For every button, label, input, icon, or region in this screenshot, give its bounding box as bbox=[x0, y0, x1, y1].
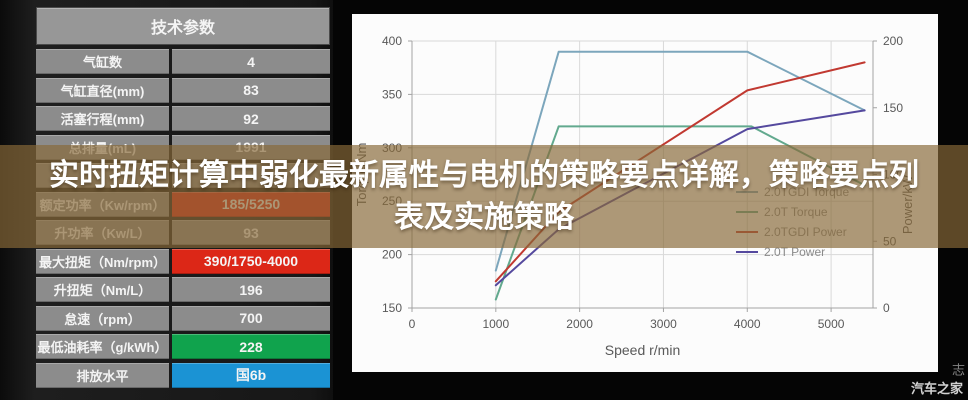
table-row: 升扭矩（Nm/L） 196 bbox=[36, 277, 330, 302]
right-tick-label: 200 bbox=[883, 34, 903, 48]
table-row: 怠速（rpm） 700 bbox=[36, 305, 330, 331]
legend-label: 2.0T Power bbox=[764, 245, 826, 259]
bottom-tick-label: 0 bbox=[409, 317, 416, 331]
table-row: 最大扭矩（Nm/rpm） 390/1750-4000 bbox=[36, 248, 330, 274]
left-tick-label: 350 bbox=[382, 87, 402, 101]
right-tick-label: 150 bbox=[883, 101, 903, 115]
table-row: 气缸直径(mm) 83 bbox=[36, 77, 330, 103]
legend-swatch bbox=[736, 251, 758, 253]
row-label: 升扭矩（Nm/L） bbox=[36, 277, 169, 302]
table-row: 气缸数 4 bbox=[36, 49, 330, 74]
spec-table-title: 技术参数 bbox=[36, 7, 330, 45]
right-tick-label: 0 bbox=[883, 301, 890, 315]
watermark-vertical: 志 bbox=[950, 363, 965, 376]
row-label: 气缸直径(mm) bbox=[36, 77, 169, 103]
x-axis-title: Speed r/min bbox=[605, 342, 680, 358]
bottom-tick-label: 3000 bbox=[650, 317, 677, 331]
row-label: 排放水平 bbox=[36, 362, 169, 388]
row-value: 92 bbox=[172, 106, 330, 131]
left-tick-label: 200 bbox=[382, 248, 402, 262]
row-value: 国6b bbox=[172, 362, 330, 388]
row-value: 83 bbox=[172, 77, 330, 103]
left-tick-label: 400 bbox=[382, 34, 402, 48]
row-value: 390/1750-4000 bbox=[172, 248, 330, 274]
left-tick-label: 150 bbox=[382, 301, 402, 315]
headline-overlay-banner: 实时扭矩计算中弱化最新属性与电机的策略要点详解，策略要点列 表及实施策略 bbox=[0, 145, 968, 248]
row-label: 最低油耗率（g/kWh） bbox=[36, 334, 169, 359]
table-row: 最低油耗率（g/kWh） 228 bbox=[36, 334, 330, 359]
bottom-tick-label: 4000 bbox=[734, 317, 761, 331]
spec-table: 技术参数 气缸数4气缸直径(mm)83活塞行程(mm)92总排量(mL)1991… bbox=[36, 7, 330, 391]
row-label: 活塞行程(mm) bbox=[36, 106, 169, 131]
headline-line-1: 实时扭矩计算中弱化最新属性与电机的策略要点详解，策略要点列 bbox=[49, 158, 919, 192]
row-value: 228 bbox=[172, 334, 330, 359]
row-value: 700 bbox=[172, 305, 330, 331]
spec-table-rows: 气缸数4气缸直径(mm)83活塞行程(mm)92总排量(mL)1991额定功率（… bbox=[36, 49, 330, 388]
legend-entry: 2.0T Power bbox=[736, 242, 849, 262]
row-value: 4 bbox=[172, 49, 330, 74]
row-label: 最大扭矩（Nm/rpm） bbox=[36, 248, 169, 274]
table-row: 活塞行程(mm) 92 bbox=[36, 106, 330, 131]
row-label: 气缸数 bbox=[36, 49, 169, 74]
watermark-autohome: 汽车之家 bbox=[910, 381, 963, 396]
bottom-tick-label: 2000 bbox=[566, 317, 593, 331]
row-value: 196 bbox=[172, 277, 330, 302]
bottom-tick-label: 1000 bbox=[482, 317, 509, 331]
headline-line-2: 表及实施策略 bbox=[394, 200, 574, 234]
row-label: 怠速（rpm） bbox=[36, 305, 169, 331]
table-row: 排放水平 国6b bbox=[36, 362, 330, 388]
bottom-tick-label: 5000 bbox=[818, 317, 845, 331]
